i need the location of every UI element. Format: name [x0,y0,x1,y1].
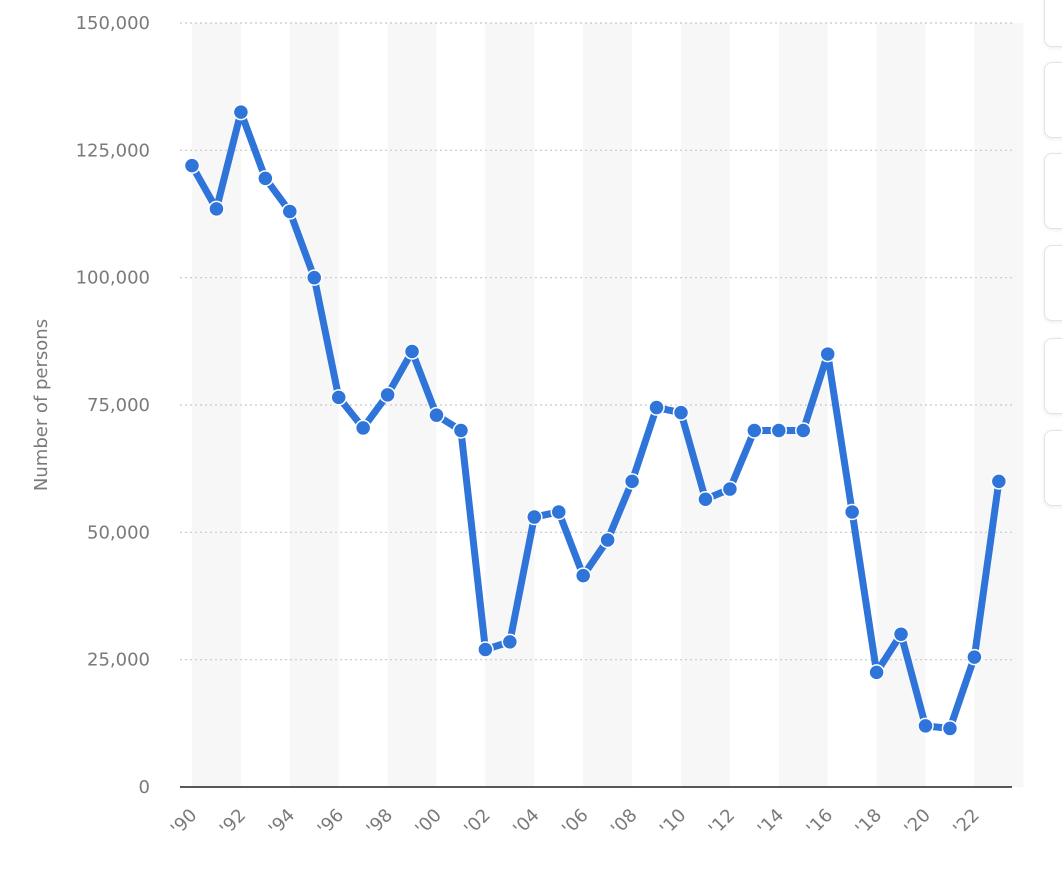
x-tick-label: '98 [362,805,397,840]
data-point-1992[interactable] [232,103,250,121]
data-point-2004[interactable] [526,508,543,526]
data-point-1999[interactable] [403,343,421,360]
y-tick-label: 75,000 [87,395,150,416]
side-panel-card[interactable] [1044,430,1062,506]
x-tick-label: '14 [754,805,789,840]
data-point-2007[interactable] [599,531,616,549]
y-tick-label: 0 [139,777,150,798]
x-tick-label: '90 [167,805,202,840]
data-point-2001[interactable] [452,422,470,439]
data-point-2020[interactable] [917,717,934,735]
y-tick-label: 25,000 [87,650,150,671]
x-tick-label: '18 [851,805,886,840]
x-tick-labels: '90 '92 '94 '96 '98 '00 '02 '04 '06 '08 '10 '12 '14 '… [167,805,984,840]
x-tick-label: '92 [216,805,251,840]
x-tick-label: '04 [509,805,544,840]
x-tick-label: '22 [949,805,984,840]
x-tick-label: '16 [803,805,838,840]
y-tick-label: 50,000 [87,522,150,543]
data-point-2013[interactable] [746,422,763,439]
y-gridlines [180,22,1012,661]
data-point-1993[interactable] [257,170,274,187]
y-tick-label: 125,000 [76,140,150,161]
data-point-2000[interactable] [428,406,445,424]
side-panel-card[interactable] [1044,338,1062,414]
series-line [188,108,1003,732]
data-point-2014[interactable] [770,422,788,439]
x-tick-label: '94 [265,805,300,840]
data-point-2011[interactable] [697,490,714,508]
side-panel-card[interactable] [1044,245,1062,321]
data-point-2006[interactable] [574,567,592,584]
data-point-2015[interactable] [795,422,812,439]
data-point-2012[interactable] [721,480,739,498]
year-band [974,23,1024,787]
data-point-1991[interactable] [208,200,225,218]
data-point-2017[interactable] [843,503,861,521]
data-point-2002[interactable] [477,641,494,658]
data-point-2016[interactable] [819,345,836,363]
data-point-2018[interactable] [868,664,885,681]
data-point-2003[interactable] [501,633,519,651]
x-tick-label: '06 [558,805,593,840]
data-point-1998[interactable] [379,386,396,404]
data-point-2010[interactable] [672,404,690,421]
data-point-2021[interactable] [941,720,959,737]
data-point-2023[interactable] [990,473,1008,490]
data-point-1995[interactable] [306,269,323,286]
data-point-2005[interactable] [550,503,567,521]
x-tick-label: '96 [314,805,349,840]
data-point-1996[interactable] [330,389,347,406]
y-axis-title: Number of persons [31,319,52,491]
x-tick-label: '02 [460,805,495,840]
x-tick-label: '20 [900,805,935,840]
x-tick-label: '00 [411,805,446,840]
side-panel-card[interactable] [1044,0,1062,47]
data-point-1990[interactable] [183,157,201,174]
x-tick-label: '08 [607,805,642,840]
side-panel-card[interactable] [1044,62,1062,138]
x-tick-label: '10 [656,805,691,840]
y-tick-label: 150,000 [76,13,150,34]
data-point-1997[interactable] [354,419,372,437]
data-point-2008[interactable] [623,473,641,490]
data-point-2019[interactable] [892,625,910,643]
data-points [183,103,1008,737]
data-point-2022[interactable] [966,648,983,666]
data-point-1994[interactable] [281,203,299,220]
data-point-2009[interactable] [648,399,665,416]
y-tick-label: 100,000 [76,268,150,289]
x-tick-label: '12 [705,805,740,840]
side-panel-card[interactable] [1044,153,1062,229]
y-tick-labels: 0 25,000 50,000 75,000 100,000 125,000 150,000 [76,13,150,798]
